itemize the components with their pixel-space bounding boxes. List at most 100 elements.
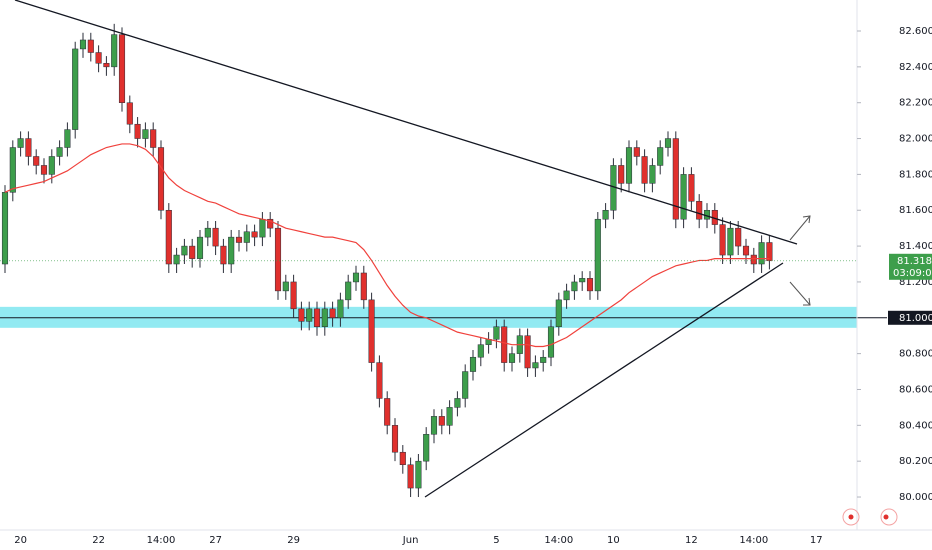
candle-body (360, 272, 367, 301)
candle-body (625, 147, 633, 184)
candle-body (87, 39, 94, 53)
candle-body (181, 245, 188, 256)
candle-body (17, 138, 24, 148)
x-tick-label: 14:00 (544, 535, 573, 546)
candle-body (399, 451, 406, 466)
x-tick-label: 14:00 (739, 535, 768, 546)
candle-body (462, 371, 469, 399)
candle-body (142, 129, 149, 139)
candle-body (118, 34, 126, 103)
candle-body (742, 245, 750, 256)
candle-body (48, 156, 55, 175)
candle-body (173, 254, 180, 265)
candle-body (547, 326, 555, 358)
candle-body (688, 174, 695, 202)
candle-body (750, 254, 757, 265)
candle-body (680, 174, 687, 220)
candle-body (438, 416, 445, 426)
candle-body (719, 224, 726, 256)
level-label: 81.000 (899, 313, 932, 324)
candle-body (103, 63, 110, 68)
candle-body (477, 344, 484, 358)
candle-body (649, 165, 656, 184)
y-tick-label: 80.000 (899, 492, 932, 503)
candle-body (579, 278, 586, 283)
x-tick-label: 10 (607, 535, 620, 546)
y-tick-label: 80.400 (899, 420, 932, 431)
y-tick-label: 81.800 (899, 169, 932, 180)
candle-body (9, 147, 16, 193)
candle-body (423, 434, 430, 462)
candle-body (352, 272, 360, 283)
candle-body (79, 39, 87, 50)
candle-body (150, 129, 157, 148)
candle-body (134, 123, 141, 139)
candle-body (735, 227, 742, 247)
candle-body (766, 242, 773, 262)
trend-line (424, 262, 784, 498)
candle-body (602, 209, 609, 220)
candle-body (618, 165, 625, 184)
candle-body (33, 156, 40, 166)
y-tick-label: 80.800 (899, 349, 932, 360)
x-tick-label: 5 (493, 535, 499, 546)
icon[interactable] (842, 508, 860, 526)
candle-body (469, 356, 477, 372)
candle-body (243, 231, 250, 243)
candle-body (555, 299, 562, 327)
arrows (789, 215, 811, 306)
candle-body (633, 147, 640, 157)
candle-body (727, 227, 734, 256)
candle-body (40, 165, 48, 175)
candle-body (56, 147, 63, 157)
candle-body (228, 236, 235, 265)
x-tick-label: 12 (685, 535, 698, 546)
icon-dot (848, 514, 854, 520)
y-tick-label: 81.400 (899, 241, 932, 252)
candle-body (1, 192, 9, 265)
candle-body (501, 326, 508, 363)
candle-body (196, 236, 204, 259)
candle-body (321, 308, 328, 327)
candle-body (282, 281, 289, 292)
candle-body (306, 308, 313, 322)
candle-body (274, 227, 282, 292)
x-tick-label: 29 (287, 535, 300, 546)
x-tick-label: 22 (92, 535, 105, 546)
candle-body (212, 227, 219, 247)
candle-body (345, 281, 352, 301)
candle-body (251, 231, 258, 238)
icon[interactable] (880, 508, 898, 526)
candle-body (493, 326, 500, 340)
candle-body (313, 308, 321, 327)
candle-body (672, 138, 679, 220)
candle-body (95, 52, 102, 64)
candle-body (298, 308, 305, 322)
candle-body (641, 156, 648, 184)
price-label: 81.318 (897, 256, 932, 267)
y-tick-label: 82.200 (899, 98, 932, 109)
candle-body (664, 138, 672, 148)
candle-body (337, 299, 344, 319)
x-tick-label: Jun (402, 535, 419, 546)
candle-body (415, 460, 422, 489)
candle-body (329, 308, 336, 319)
y-tick-label: 82.400 (899, 62, 932, 73)
candle-body (165, 209, 172, 265)
candle-body (696, 201, 703, 220)
candle-body (72, 48, 79, 130)
countdown-label: 03:09:00 (893, 268, 932, 279)
candle-body (368, 299, 375, 363)
level-box (888, 310, 932, 325)
candle-body (407, 464, 414, 489)
candle-body (220, 245, 227, 265)
candle-body (267, 218, 274, 229)
icon-dot (883, 514, 889, 520)
candle-body (126, 102, 133, 125)
candle-body (111, 34, 118, 68)
y-tick-label: 80.600 (899, 384, 932, 395)
candle-body (235, 236, 243, 243)
candle-body (376, 362, 383, 399)
x-tick-label: 20 (14, 535, 27, 546)
